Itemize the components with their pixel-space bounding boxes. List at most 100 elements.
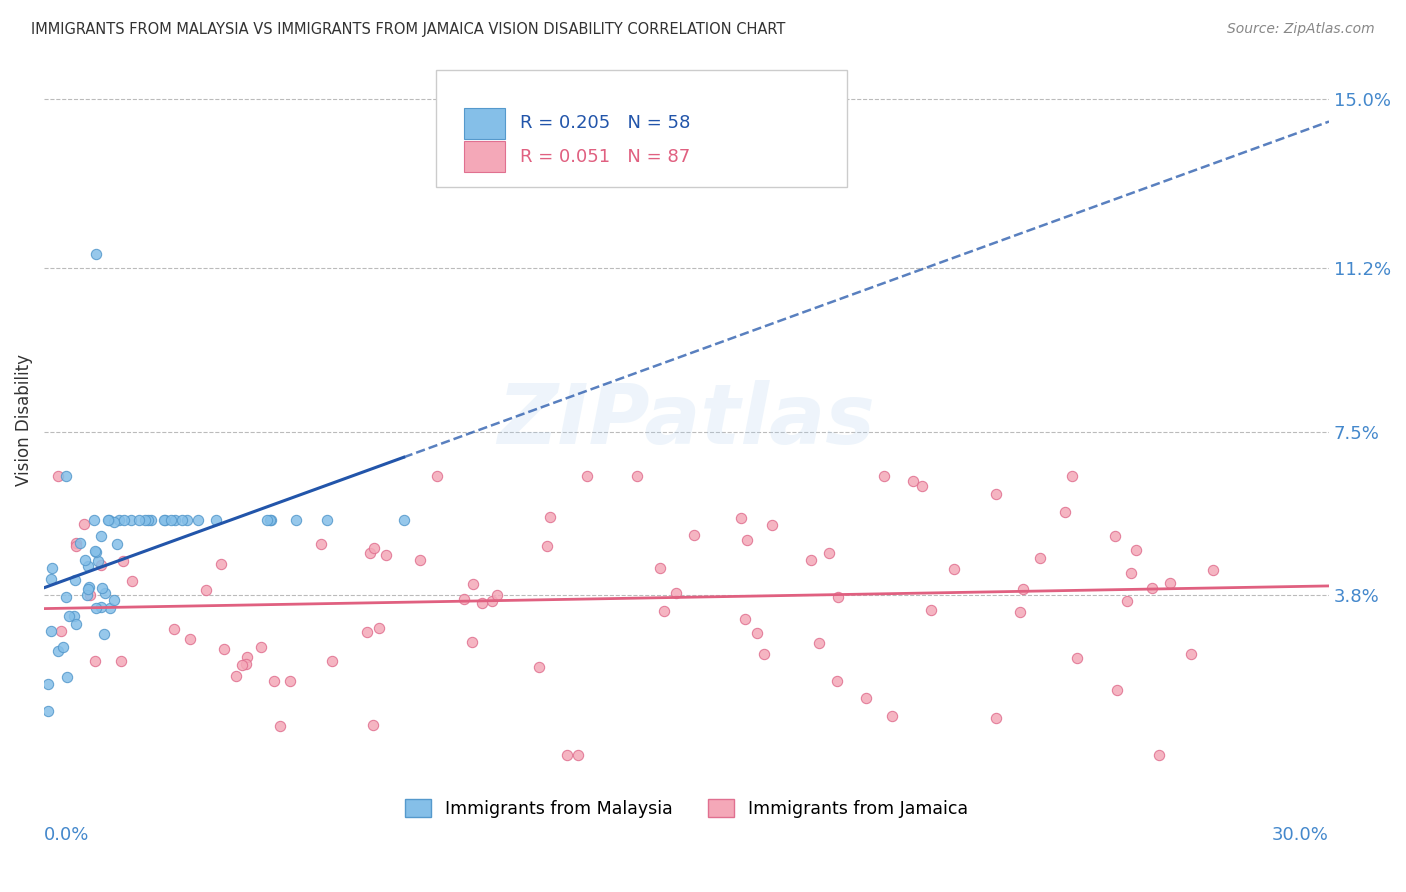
Point — [41, 560, 63, 574]
Point — [37, 676, 59, 690]
FancyBboxPatch shape — [464, 141, 505, 172]
Point — [84, 601, 107, 615]
Text: Source: ZipAtlas.com: Source: ZipAtlas.com — [1227, 22, 1375, 37]
Point — [827, 674, 849, 689]
Point — [39, 624, 62, 638]
Point — [359, 546, 381, 560]
Point — [76, 582, 98, 596]
Point — [827, 590, 849, 604]
Point — [186, 513, 208, 527]
Point — [87, 553, 110, 567]
Point — [807, 636, 830, 650]
Point — [136, 513, 159, 527]
Point — [481, 593, 503, 607]
Point — [121, 574, 143, 589]
Text: 0.0%: 0.0% — [44, 826, 90, 844]
Point — [1115, 594, 1137, 608]
Point — [920, 603, 942, 617]
Point — [58, 608, 80, 623]
Point — [97, 513, 120, 527]
Point — [46, 468, 69, 483]
Point — [103, 593, 125, 607]
Point — [55, 670, 77, 684]
Point — [752, 647, 775, 661]
Point — [1010, 605, 1032, 619]
Point — [83, 543, 105, 558]
Point — [873, 468, 896, 483]
Text: R = 0.051   N = 87: R = 0.051 N = 87 — [520, 148, 690, 167]
Point — [1029, 551, 1052, 566]
Point — [77, 559, 100, 574]
Point — [63, 573, 86, 587]
Point — [263, 674, 285, 689]
Point — [105, 537, 128, 551]
Point — [91, 582, 114, 596]
Point — [79, 589, 101, 603]
Point — [461, 577, 484, 591]
Point — [285, 513, 308, 527]
Point — [527, 660, 550, 674]
Point — [250, 640, 273, 655]
Point — [737, 533, 759, 548]
Point — [83, 654, 105, 668]
Point — [367, 621, 389, 635]
Point — [90, 600, 112, 615]
Point — [179, 632, 201, 646]
Point — [1202, 563, 1225, 577]
Point — [575, 468, 598, 483]
Point — [626, 468, 648, 483]
Point — [538, 509, 561, 524]
Point — [176, 513, 198, 527]
Point — [90, 529, 112, 543]
Point — [153, 513, 176, 527]
Point — [204, 513, 226, 527]
Point — [155, 513, 177, 527]
Point — [55, 468, 77, 483]
Point — [730, 510, 752, 524]
Point — [235, 657, 257, 671]
Point — [800, 553, 823, 567]
Point — [93, 627, 115, 641]
Point — [942, 561, 965, 575]
Point — [986, 487, 1008, 501]
Point — [62, 608, 84, 623]
Text: R = 0.205   N = 58: R = 0.205 N = 58 — [520, 114, 690, 132]
Text: ZIPatlas: ZIPatlas — [498, 380, 876, 461]
Point — [1062, 468, 1084, 483]
Point — [682, 527, 704, 541]
Point — [903, 475, 925, 489]
Point — [256, 513, 278, 527]
Point — [555, 747, 578, 762]
Point — [1119, 566, 1142, 580]
Point — [75, 553, 97, 567]
Point — [65, 616, 87, 631]
Point — [1053, 505, 1076, 519]
Point — [259, 513, 281, 527]
Point — [141, 513, 163, 527]
Point — [1159, 576, 1181, 591]
Point — [426, 469, 449, 483]
Point — [160, 513, 183, 527]
Point — [195, 583, 218, 598]
Point — [363, 541, 385, 555]
Point — [52, 640, 75, 654]
Point — [163, 513, 186, 527]
Point — [112, 513, 135, 527]
Point — [1147, 747, 1170, 762]
Point — [745, 626, 768, 640]
Point — [128, 513, 150, 527]
Point — [39, 572, 62, 586]
Point — [98, 600, 121, 615]
Point — [374, 548, 396, 562]
FancyBboxPatch shape — [464, 109, 505, 139]
Point — [761, 517, 783, 532]
Point — [259, 513, 281, 527]
Point — [212, 641, 235, 656]
Point — [108, 513, 131, 527]
Point — [134, 513, 156, 527]
Point — [1180, 648, 1202, 662]
Point — [1012, 582, 1035, 596]
Legend: Immigrants from Malaysia, Immigrants from Jamaica: Immigrants from Malaysia, Immigrants fro… — [398, 792, 974, 825]
Point — [453, 591, 475, 606]
Point — [648, 561, 671, 575]
